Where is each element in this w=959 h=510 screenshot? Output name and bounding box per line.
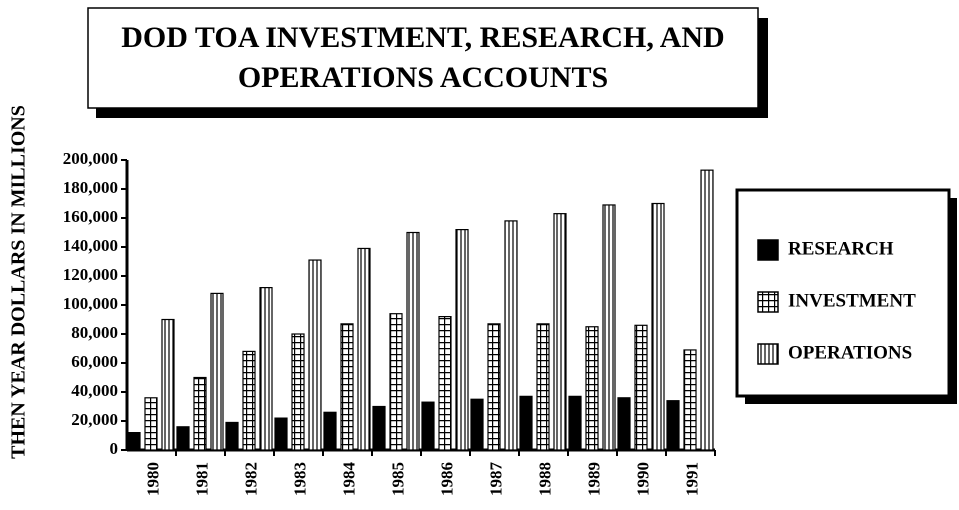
bar: [259, 287, 273, 451]
y-tick-label: 120,000: [63, 265, 118, 284]
y-tick-label: 80,000: [71, 323, 118, 342]
x-tick-label: 1991: [682, 462, 701, 496]
bar: [617, 397, 631, 451]
bar: [210, 292, 224, 451]
bar: [161, 318, 175, 451]
bar: [700, 169, 714, 451]
bar: [308, 259, 322, 451]
bar: [634, 324, 648, 451]
bar: [274, 417, 288, 451]
legend-swatch: [757, 239, 779, 261]
bar: [683, 349, 697, 451]
x-tick-label: 1983: [290, 462, 309, 496]
legend-label: RESEARCH: [788, 238, 894, 259]
x-tick-label: 1986: [437, 462, 456, 496]
x-tick-label: 1989: [584, 462, 603, 496]
bar: [357, 247, 371, 451]
bar: [127, 432, 141, 451]
x-tick-label: 1990: [633, 462, 652, 496]
bar: [470, 398, 484, 451]
title-box: [87, 7, 759, 109]
bar: [389, 313, 403, 451]
legend-swatch: [757, 343, 779, 365]
x-tick-label: 1980: [143, 462, 162, 496]
bar: [225, 421, 239, 451]
chart-title: DOD TOA INVESTMENT, RESEARCH, AND: [121, 21, 724, 54]
y-tick-label: 200,000: [63, 149, 118, 168]
bar: [438, 316, 452, 451]
y-tick-label: 0: [110, 439, 119, 458]
bar: [144, 397, 158, 451]
y-tick-label: 140,000: [63, 236, 118, 255]
y-tick-label: 160,000: [63, 207, 118, 226]
x-tick-label: 1984: [339, 462, 358, 497]
chart-title: OPERATIONS ACCOUNTS: [238, 61, 608, 94]
y-tick-label: 40,000: [71, 381, 118, 400]
bar: [340, 323, 354, 451]
x-tick-label: 1988: [535, 462, 554, 496]
bar: [651, 202, 665, 451]
legend-label: INVESTMENT: [788, 290, 916, 311]
legend-label: OPERATIONS: [788, 342, 912, 363]
bar: [666, 400, 680, 451]
bar: [568, 395, 582, 451]
bar: [455, 229, 469, 451]
bar: [291, 333, 305, 451]
x-tick-label: 1985: [388, 462, 407, 496]
bar: [536, 323, 550, 451]
y-tick-label: 100,000: [63, 294, 118, 313]
bar: [372, 405, 386, 451]
x-tick-label: 1987: [486, 462, 505, 497]
bar: [585, 326, 599, 451]
bar: [487, 323, 501, 451]
x-tick-label: 1981: [192, 462, 211, 496]
bar: [323, 411, 337, 451]
legend-swatch: [757, 291, 779, 313]
x-tick-label: 1982: [241, 462, 260, 496]
bar: [602, 204, 616, 451]
bar: [176, 426, 190, 451]
bar: [242, 350, 256, 451]
bar: [421, 401, 435, 451]
bar: [193, 376, 207, 451]
bar: [406, 231, 420, 451]
y-axis-label: THEN YEAR DOLLARS IN MILLIONS: [8, 105, 30, 459]
bar: [504, 220, 518, 451]
y-tick-label: 60,000: [71, 352, 118, 371]
y-tick-label: 180,000: [63, 178, 118, 197]
bar: [553, 213, 567, 451]
y-tick-label: 20,000: [71, 410, 118, 429]
bar: [519, 395, 533, 451]
